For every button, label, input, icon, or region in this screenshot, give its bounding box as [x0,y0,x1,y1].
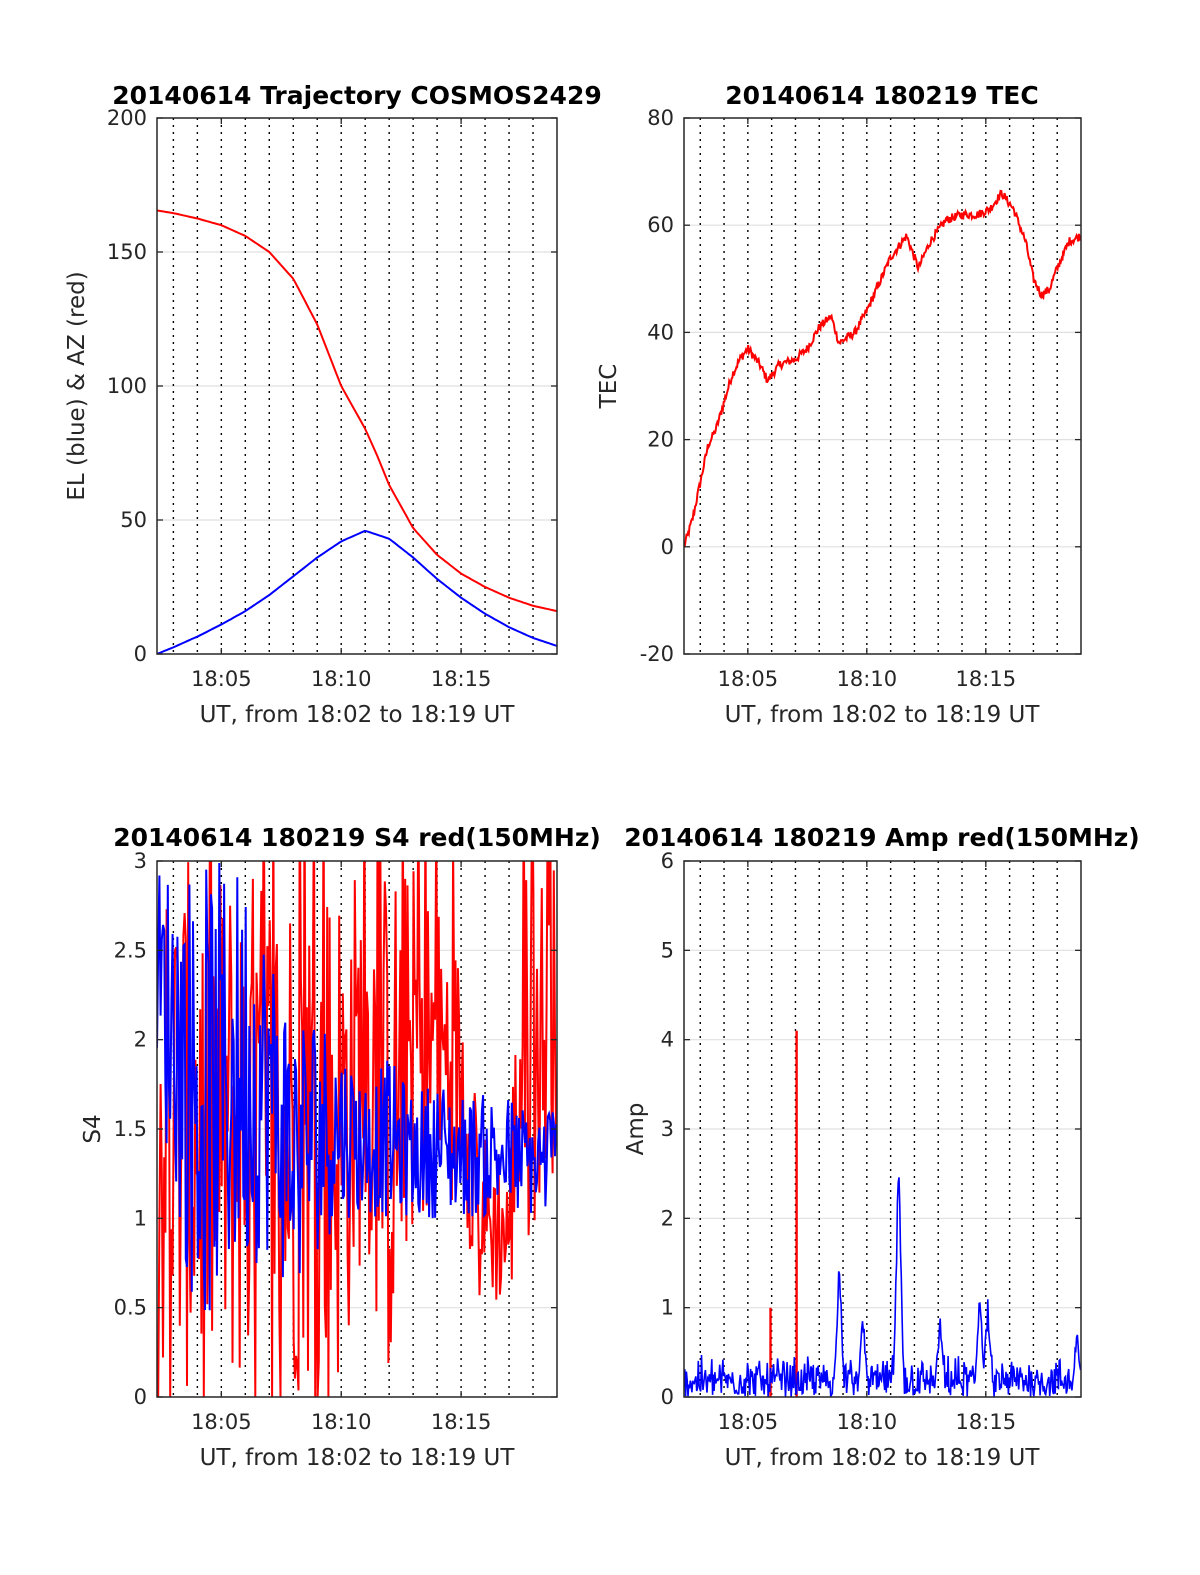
x-tick-label: 18:15 [431,1410,492,1434]
plot-area [157,861,557,1397]
series-line-red [157,209,557,612]
panel-trajectory: 20140614 Trajectory COSMOS2429 EL (blue)… [64,81,602,728]
y-tick-label: 20 [647,428,674,452]
x-tick-label: 18:15 [956,667,1017,691]
chart-title: 20140614 180219 Amp red(150MHz) [624,823,1140,852]
panel-amp: 20140614 180219 Amp red(150MHz) Amp UT, … [623,823,1140,1471]
y-tick-label: 50 [120,508,147,532]
y-tick-label: 2 [661,1206,674,1230]
y-tick-label: 2.5 [114,938,147,962]
series-line-blue [157,529,557,654]
y-tick-label: 200 [107,106,147,130]
series-line-blue [157,862,557,1311]
y-axis-label: TEC [596,364,622,410]
axes-box [683,117,1082,655]
y-tick-label: 100 [107,374,147,398]
chart-title: 20140614 Trajectory COSMOS2429 [112,81,602,110]
series-line-blue [684,1177,1081,1397]
y-tick-label: 2 [134,1028,147,1052]
x-tick-label: 18:05 [191,667,252,691]
x-tick-label: 18:10 [837,667,898,691]
y-tick-label: -20 [640,642,674,666]
x-tick-label: 18:10 [311,667,372,691]
x-axis-label: UT, from 18:02 to 18:19 UT [725,702,1041,728]
plot-area [684,189,1081,548]
y-axis-label: Amp [623,1103,649,1156]
x-tick-label: 18:15 [956,1410,1017,1434]
y-tick-label: 3 [661,1117,674,1141]
x-tick-label: 18:05 [718,1410,779,1434]
x-axis-label: UT, from 18:02 to 18:19 UT [200,1445,516,1471]
chart-title: 20140614 180219 S4 red(150MHz) [113,823,601,852]
series-line-red [684,189,1081,548]
y-tick-label: 1.5 [114,1117,147,1141]
x-tick-label: 18:10 [311,1410,372,1434]
y-tick-label: 1 [661,1296,674,1320]
x-axis-label: UT, from 18:02 to 18:19 UT [200,702,516,728]
panel-s4: 20140614 180219 S4 red(150MHz) S4 UT, fr… [80,823,601,1471]
x-axis-label: UT, from 18:02 to 18:19 UT [725,1445,1041,1471]
y-tick-label: 60 [647,213,674,237]
y-axis-label: EL (blue) & AZ (red) [64,271,90,500]
y-tick-label: 6 [661,849,674,873]
y-tick-label: 1 [134,1206,147,1230]
x-tick-label: 18:10 [837,1410,898,1434]
y-tick-label: 0 [661,1385,674,1409]
y-tick-label: 4 [661,1028,674,1052]
plot-area [157,209,557,654]
y-axis-label: S4 [80,1114,106,1143]
y-tick-label: 150 [107,240,147,264]
y-tick-label: 0 [134,1385,147,1409]
y-tick-label: 0 [661,535,674,559]
chart-title: 20140614 180219 TEC [725,81,1038,110]
y-tick-label: 80 [647,106,674,130]
panel-tec: 20140614 180219 TEC TEC UT, from 18:02 t… [596,81,1082,728]
plot-area [684,1030,1081,1397]
x-tick-label: 18:15 [431,667,492,691]
y-tick-label: 3 [134,849,147,873]
y-tick-label: 40 [647,320,674,344]
x-tick-label: 18:05 [191,1410,252,1434]
y-tick-label: 5 [661,938,674,962]
x-tick-label: 18:05 [718,667,779,691]
y-tick-label: 0 [134,642,147,666]
y-tick-label: 0.5 [114,1296,147,1320]
